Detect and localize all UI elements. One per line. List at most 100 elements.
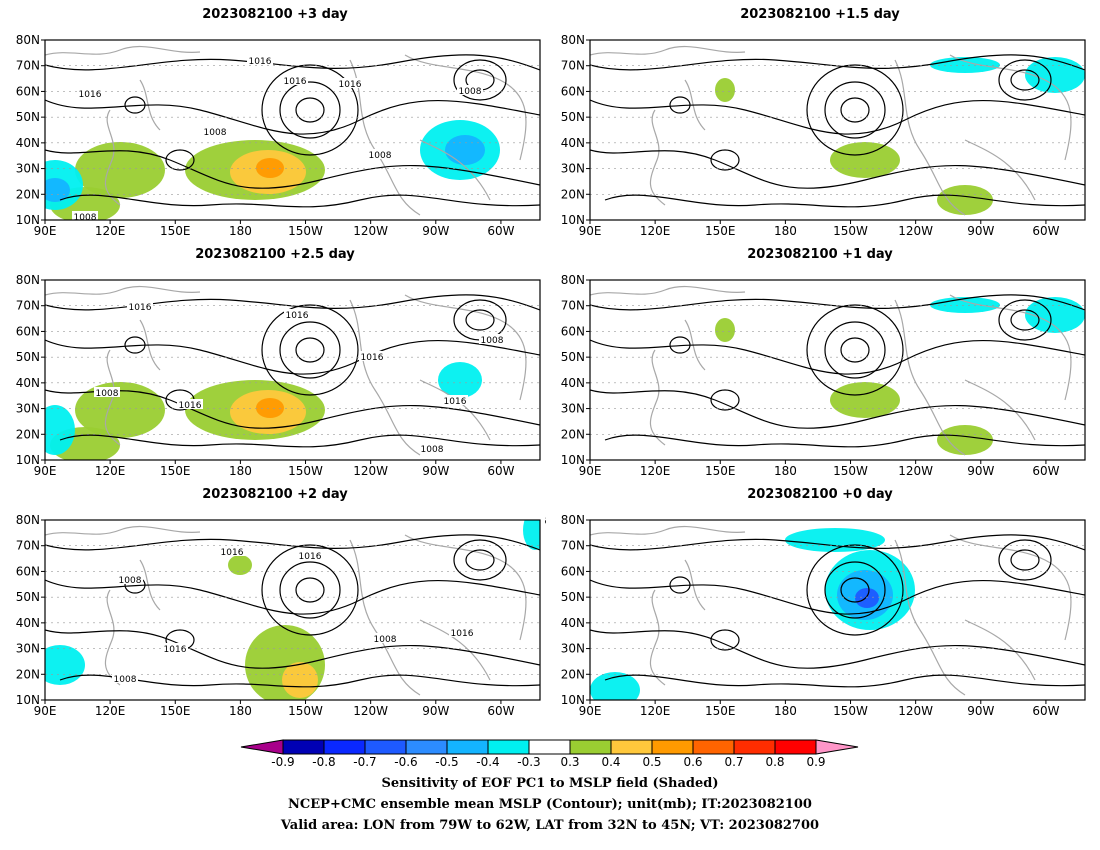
sensitivity-shading (75, 142, 165, 198)
colorbar-label: 0.9 (806, 755, 825, 769)
lat-tick-label: 50N (561, 350, 585, 364)
sensitivity-shading (256, 158, 284, 178)
lat-tick-label: 70N (561, 299, 585, 313)
mslp-contour (998, 59, 1052, 101)
mslp-contour (590, 534, 1085, 551)
coastline (649, 589, 666, 686)
mslp-contour (806, 64, 904, 156)
mslp-contour (453, 59, 507, 101)
sensitivity-shading (830, 142, 900, 178)
coastline (964, 379, 1036, 441)
map-area: 100810161008100810241016100090E120E150E1… (561, 273, 1086, 478)
mslp-contour (604, 674, 1085, 688)
map-panel: 2023082100 +0 day 10081008101610081000102… (545, 480, 1095, 720)
contour-label: 1008 (74, 213, 97, 223)
map-plot: 1016100810161016102410161016100890E120E1… (561, 33, 1086, 238)
coastline (649, 349, 666, 446)
panel-title: 2023082100 +2 day (202, 487, 348, 502)
contour-label: 1016 (129, 303, 152, 313)
lon-tick-label: 150W (288, 704, 323, 718)
mslp-contour (840, 577, 870, 603)
map-frame (44, 519, 541, 701)
coastline (45, 45, 201, 56)
coastline (894, 539, 966, 696)
contour-label: 1016 (179, 401, 202, 411)
mslp-contour (590, 629, 1085, 669)
sensitivity-shading (45, 178, 70, 202)
lon-tick-label: 90E (34, 224, 57, 238)
sensitivity-shading (228, 555, 252, 575)
colorbar-segment (569, 739, 612, 755)
lon-tick-label: 120W (898, 704, 933, 718)
mslp-contour (45, 54, 540, 71)
colorbar-segment (364, 739, 407, 755)
colorbar-segment (774, 739, 817, 755)
lon-tick-label: 150E (705, 464, 736, 478)
sensitivity-shading (830, 382, 900, 418)
coastline (104, 349, 121, 446)
mslp-contour (295, 337, 325, 363)
lat-tick-label: 70N (561, 59, 585, 73)
lon-tick-label: 90E (34, 464, 57, 478)
coastline (404, 54, 527, 161)
lon-tick-label: 120E (95, 224, 126, 238)
colorbar-segment (733, 739, 776, 755)
mslp-contour (806, 304, 904, 396)
lat-tick-label: 50N (16, 110, 40, 124)
lat-tick-label: 50N (561, 110, 585, 124)
lon-tick-label: 90E (579, 224, 602, 238)
coastline (104, 109, 121, 206)
mslp-contour (465, 549, 495, 571)
panel-title: 2023082100 +1.5 day (740, 7, 900, 22)
lon-tick-label: 150W (288, 464, 323, 478)
lon-tick-label: 150E (160, 224, 191, 238)
panel-title: 2023082100 +0 day (747, 487, 893, 502)
contour-label: 1008 (481, 336, 504, 346)
map-frame (589, 519, 1086, 701)
mslp-contour (710, 629, 740, 651)
mslp-contour (59, 434, 540, 448)
lat-tick-label: 30N (16, 162, 40, 176)
mslp-contour (590, 54, 1085, 71)
sensitivity-shading (438, 362, 482, 398)
colorbar: -0.9 -0.8 -0.7 -0.6 -0.5 -0.4 -0.3 0.3 0.4 0.5 0.6… (240, 739, 859, 769)
mslp-contour (824, 81, 886, 139)
lon-tick-label: 180 (774, 464, 797, 478)
lon-tick-label: 150E (160, 704, 191, 718)
panel-title: 2023082100 +2.5 day (195, 247, 355, 262)
map-panel: 2023082100 +1.5 day 101610081016101610241… (545, 0, 1095, 240)
lon-tick-label: 150W (833, 224, 868, 238)
lat-tick-label: 10N (561, 453, 585, 467)
colorbar-label: -0.9 (271, 755, 294, 769)
lat-tick-label: 80N (561, 513, 585, 527)
coastline (404, 534, 527, 641)
map-plot: 1008100810161008100010241016101690E120E1… (545, 513, 1086, 718)
mslp-contour (604, 434, 1085, 448)
mslp-contour (295, 577, 325, 603)
lon-tick-label: 60W (487, 224, 514, 238)
mslp-contour (261, 304, 359, 396)
coastline (404, 294, 527, 401)
mslp-contour (45, 339, 540, 375)
coastline (45, 285, 201, 296)
sensitivity-shading (590, 672, 640, 700)
map-panel: 2023082100 +2 day 1016 1016 1008 1016 1008 101… (0, 480, 550, 720)
mslp-contour (669, 96, 691, 114)
mslp-contour (261, 64, 359, 156)
lon-tick-label: 180 (229, 464, 252, 478)
contour-label: 1016 (444, 397, 467, 407)
mslp-contour (806, 544, 904, 636)
colorbar-segment (528, 739, 571, 755)
lon-tick-label: 90W (422, 464, 449, 478)
mslp-contour (998, 299, 1052, 341)
colorbar-label: -0.5 (435, 755, 458, 769)
mslp-contour (465, 309, 495, 331)
contour-label: 1016 (221, 548, 244, 558)
lat-tick-label: 10N (16, 693, 40, 707)
lat-tick-label: 70N (16, 299, 40, 313)
lat-tick-label: 70N (16, 539, 40, 553)
lat-tick-label: 70N (561, 539, 585, 553)
lon-tick-label: 90W (967, 464, 994, 478)
colorbar-segment (692, 739, 735, 755)
sensitivity-shading (930, 297, 1000, 313)
